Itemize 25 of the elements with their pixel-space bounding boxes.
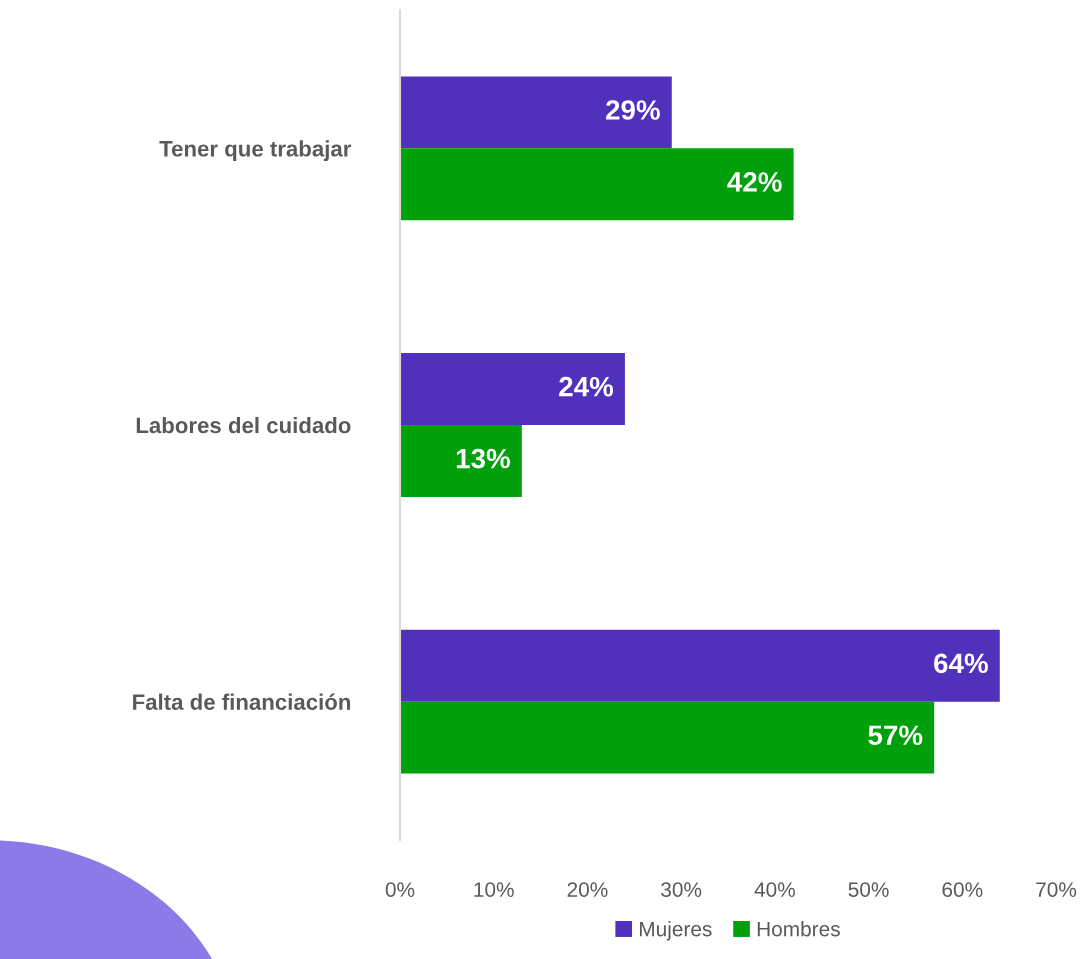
data-label: 24% [559,376,614,397]
legend-label: Mujeres [639,921,712,941]
data-label: 64% [934,653,988,674]
x-tick-label: 0% [385,882,415,897]
x-tick-label: 60% [942,882,983,897]
legend-label: Hombres [757,921,840,937]
data-label: 42% [727,172,782,192]
data-label: 13% [456,448,510,469]
bar [400,148,794,221]
y-tick-label: Falta de financiación [133,693,351,710]
y-tick-label: Labores del cuidado [136,416,351,434]
bar [400,425,522,497]
bar [400,76,672,149]
x-tick-label: 30% [661,882,702,897]
data-label: 29% [606,100,660,120]
x-tick-label: 70% [1036,882,1077,897]
data-label: 57% [868,725,923,746]
y-tick-label: Tener que trabajar [159,140,352,161]
bar [400,629,1000,702]
x-tick-label: 50% [848,882,889,897]
x-tick-label: 20% [567,882,608,897]
bar [400,353,625,425]
x-tick-label: 10% [474,882,514,897]
x-tick-label: 40% [754,882,795,897]
bar [400,701,935,774]
